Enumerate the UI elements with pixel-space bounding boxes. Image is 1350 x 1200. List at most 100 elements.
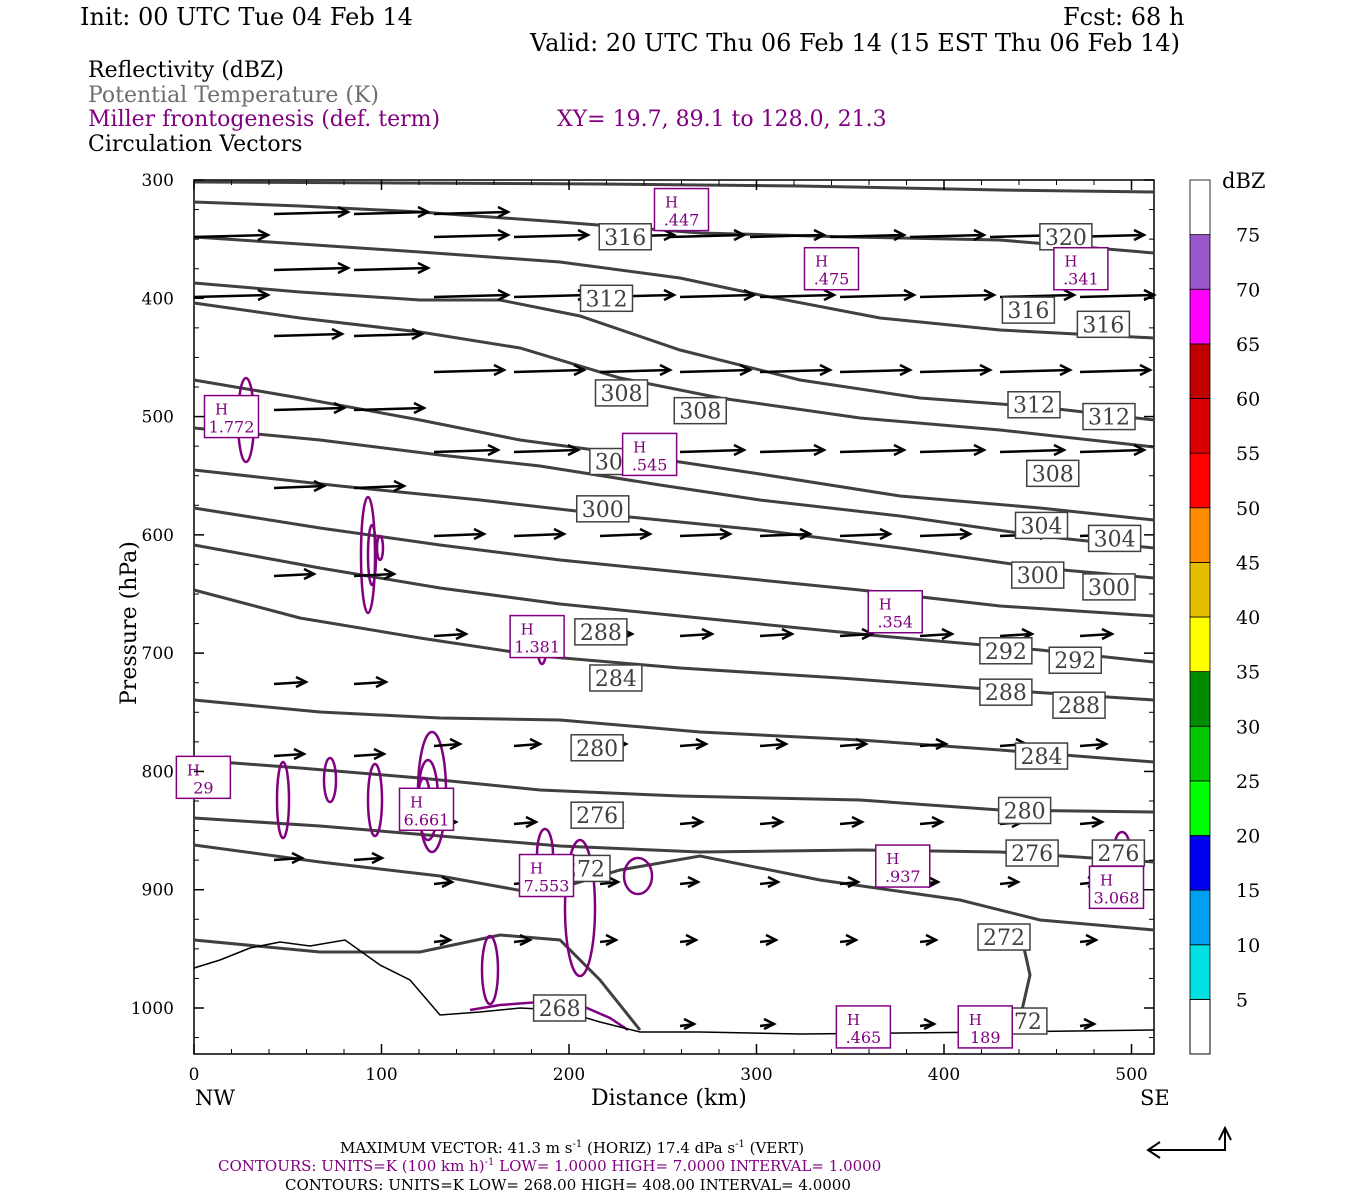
miller-max-marker: H bbox=[1100, 871, 1113, 889]
vector-head bbox=[925, 933, 939, 947]
vector-head bbox=[659, 363, 673, 377]
theta-label: 304 bbox=[1021, 514, 1063, 539]
theta-label-box bbox=[979, 637, 1033, 665]
colorbar-bin-below bbox=[1189, 998, 1211, 1055]
vector-head bbox=[487, 443, 501, 457]
colorbar-bin bbox=[1189, 179, 1211, 236]
vector-head bbox=[1007, 875, 1021, 889]
y-tick-label: 600 bbox=[142, 526, 174, 546]
colorbar-unit: dBZ bbox=[1222, 169, 1265, 193]
vector-head bbox=[687, 875, 701, 889]
y-tick-label: 300 bbox=[142, 171, 174, 191]
vector-head bbox=[375, 675, 389, 689]
circulation-vector bbox=[433, 293, 509, 299]
vector-head bbox=[959, 527, 973, 541]
circulation-vector bbox=[353, 266, 429, 272]
theta-label: 312 bbox=[1088, 406, 1130, 431]
vector-head bbox=[701, 627, 715, 641]
theta-label-box bbox=[1087, 524, 1142, 553]
theta-contour bbox=[193, 843, 1155, 932]
colorbar-bin bbox=[1189, 288, 1211, 345]
vector-head bbox=[813, 228, 827, 242]
circulation-vector bbox=[513, 448, 579, 454]
circulation-vector bbox=[1079, 448, 1145, 454]
circulation-vectors bbox=[193, 205, 1157, 1031]
circulation-vector bbox=[759, 293, 835, 299]
miller-max-marker: H bbox=[633, 438, 646, 456]
vector-head bbox=[767, 875, 781, 889]
vector-head bbox=[935, 737, 949, 751]
vector-head bbox=[973, 228, 987, 242]
max-vector-line: MAXIMUM VECTOR: 41.3 m s-1 (HORIZ) 17.4 … bbox=[340, 1139, 804, 1157]
colorbar-level: 25 bbox=[1236, 771, 1260, 793]
theta-label-box bbox=[1076, 310, 1131, 339]
theta-label: 284 bbox=[595, 667, 637, 692]
vector-head bbox=[519, 933, 533, 947]
miller-max-marker: H bbox=[187, 761, 200, 779]
cross-section-endpoints: XY= 19.7, 89.1 to 128.0, 21.3 bbox=[557, 107, 887, 132]
miller-max-value: .937 bbox=[885, 867, 921, 886]
vector-head bbox=[639, 527, 653, 541]
circulation-vector bbox=[919, 632, 953, 638]
circulation-vector bbox=[353, 752, 385, 758]
vector-head bbox=[775, 737, 789, 751]
theta-contour bbox=[193, 180, 1155, 194]
miller-max-box bbox=[175, 755, 232, 800]
colorbar-bin bbox=[1189, 889, 1211, 946]
miller-max-value: .447 bbox=[664, 211, 700, 230]
colorbar-level: 40 bbox=[1236, 607, 1260, 629]
miller-max-box bbox=[509, 614, 565, 659]
theta-label-box bbox=[673, 396, 727, 425]
circulation-vector bbox=[599, 368, 671, 374]
vector-head bbox=[845, 933, 859, 947]
theta-contour bbox=[193, 816, 1155, 864]
theta-label-box bbox=[1048, 646, 1102, 674]
miller-max-marker: H bbox=[815, 253, 828, 271]
theta-label: 320 bbox=[1045, 226, 1087, 251]
vector-head bbox=[847, 875, 861, 889]
miller-contour bbox=[322, 756, 338, 804]
theta-label-box bbox=[1014, 742, 1069, 770]
circulation-vector bbox=[273, 572, 315, 578]
vector-head bbox=[455, 627, 469, 641]
miller-contour bbox=[275, 760, 291, 840]
miller-max-box bbox=[398, 787, 455, 832]
theta-label: 276 bbox=[1097, 842, 1139, 867]
y-tick-label: 1000 bbox=[131, 999, 174, 1019]
theta-label-box bbox=[1011, 561, 1065, 589]
x-tick-label: 0 bbox=[189, 1065, 200, 1085]
vector-head bbox=[257, 288, 271, 302]
theta-contours bbox=[193, 180, 1155, 1031]
theta-label-box bbox=[1014, 511, 1069, 540]
vector-head bbox=[493, 363, 507, 377]
vector-head bbox=[685, 933, 699, 947]
vector-head bbox=[893, 443, 907, 457]
x-tick-label: 500 bbox=[1115, 1065, 1147, 1085]
colorbar-level: 60 bbox=[1236, 389, 1260, 411]
theta-contour bbox=[193, 301, 1155, 449]
theta-label-box bbox=[576, 495, 630, 523]
theta-label: 288 bbox=[580, 621, 622, 646]
circulation-vector bbox=[999, 448, 1065, 454]
x-tick-label: 300 bbox=[740, 1065, 772, 1085]
circulation-vector bbox=[433, 742, 461, 748]
vector-head bbox=[763, 1017, 777, 1031]
circulation-vector bbox=[749, 233, 825, 239]
theta-label-box bbox=[574, 618, 628, 646]
vector-head bbox=[743, 288, 757, 302]
vector-head bbox=[1083, 1017, 1097, 1031]
reflectivity-colorbar: 5 10 15 20 25 30 35 40 45 50 55 60 65 70 75 bbox=[1189, 179, 1260, 1055]
circulation-vector bbox=[273, 484, 325, 490]
theta-label-box bbox=[1039, 223, 1093, 251]
theta-label: 316 bbox=[1082, 313, 1124, 338]
circulation-vector bbox=[839, 448, 905, 454]
theta-label-box bbox=[1052, 691, 1106, 719]
miller-max-box bbox=[1053, 246, 1109, 291]
miller-maxima: H.447H.475H.341H1.772H.545H.354H1.381H29… bbox=[175, 187, 1145, 1049]
vector-head bbox=[1085, 933, 1099, 947]
colorbar-bin bbox=[1189, 725, 1211, 782]
valid-time: Valid: 20 UTC Thu 06 Feb 14 (15 EST Thu … bbox=[529, 29, 1180, 57]
vector-head bbox=[899, 363, 913, 377]
vector-head bbox=[683, 1017, 697, 1031]
circulation-vector bbox=[433, 210, 509, 216]
